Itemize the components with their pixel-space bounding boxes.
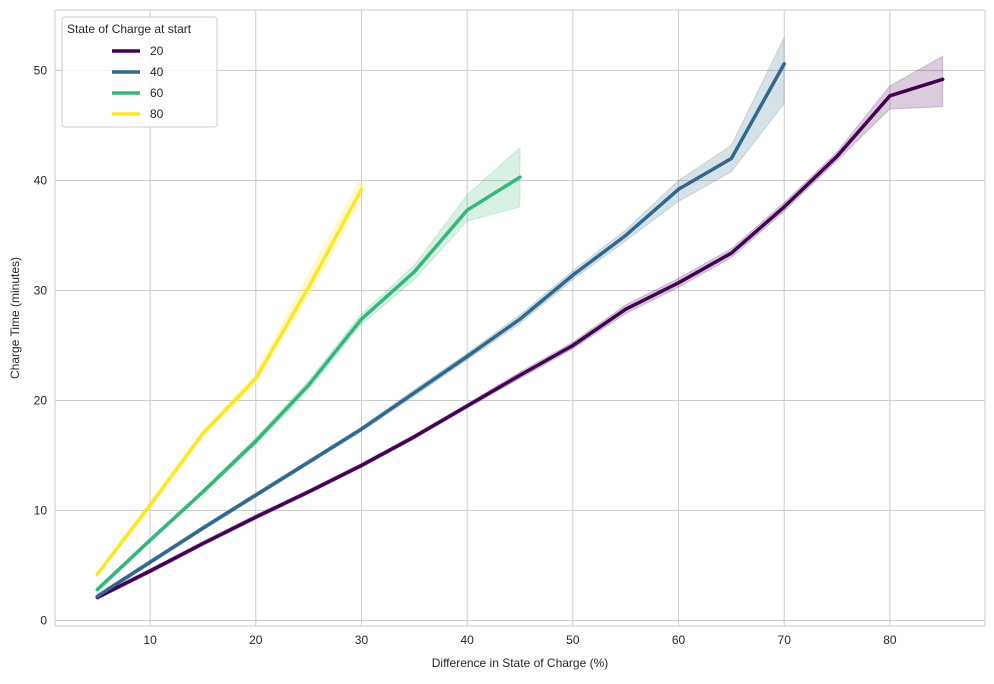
legend-label-60: 60 [150,86,164,100]
x-tick-label: 30 [355,633,369,647]
legend: State of Charge at start 20 40 60 80 [61,16,218,128]
series-line-20 [95,77,945,600]
series-line-80 [95,187,364,577]
legend-title: State of Charge at start [67,22,192,36]
x-tick-label: 40 [460,633,474,647]
legend-label-20: 20 [150,44,164,58]
x-tick-label: 60 [672,633,686,647]
x-tick-label: 50 [566,633,580,647]
confidence-band-20 [96,55,944,601]
x-tick-label: 10 [143,633,157,647]
x-tick-label: 70 [778,633,792,647]
y-tick-label: 10 [34,504,48,518]
confidence-band-40 [96,37,785,600]
series-line-40 [95,62,786,599]
y-tick-label: 30 [34,284,48,298]
legend-label-40: 40 [150,65,164,79]
confidence-band-80 [96,178,362,578]
y-tick-label: 0 [40,614,47,628]
y-tick-label: 20 [34,394,48,408]
x-tick-label: 20 [249,633,263,647]
y-tick-label: 50 [34,64,48,78]
series-line-60 [95,175,522,592]
x-tick-label: 80 [883,633,897,647]
y-tick-label: 40 [34,174,48,188]
x-axis-label: Difference in State of Charge (%) [432,656,609,670]
y-axis-label: Charge Time (minutes) [8,257,22,379]
legend-label-80: 80 [150,107,164,121]
